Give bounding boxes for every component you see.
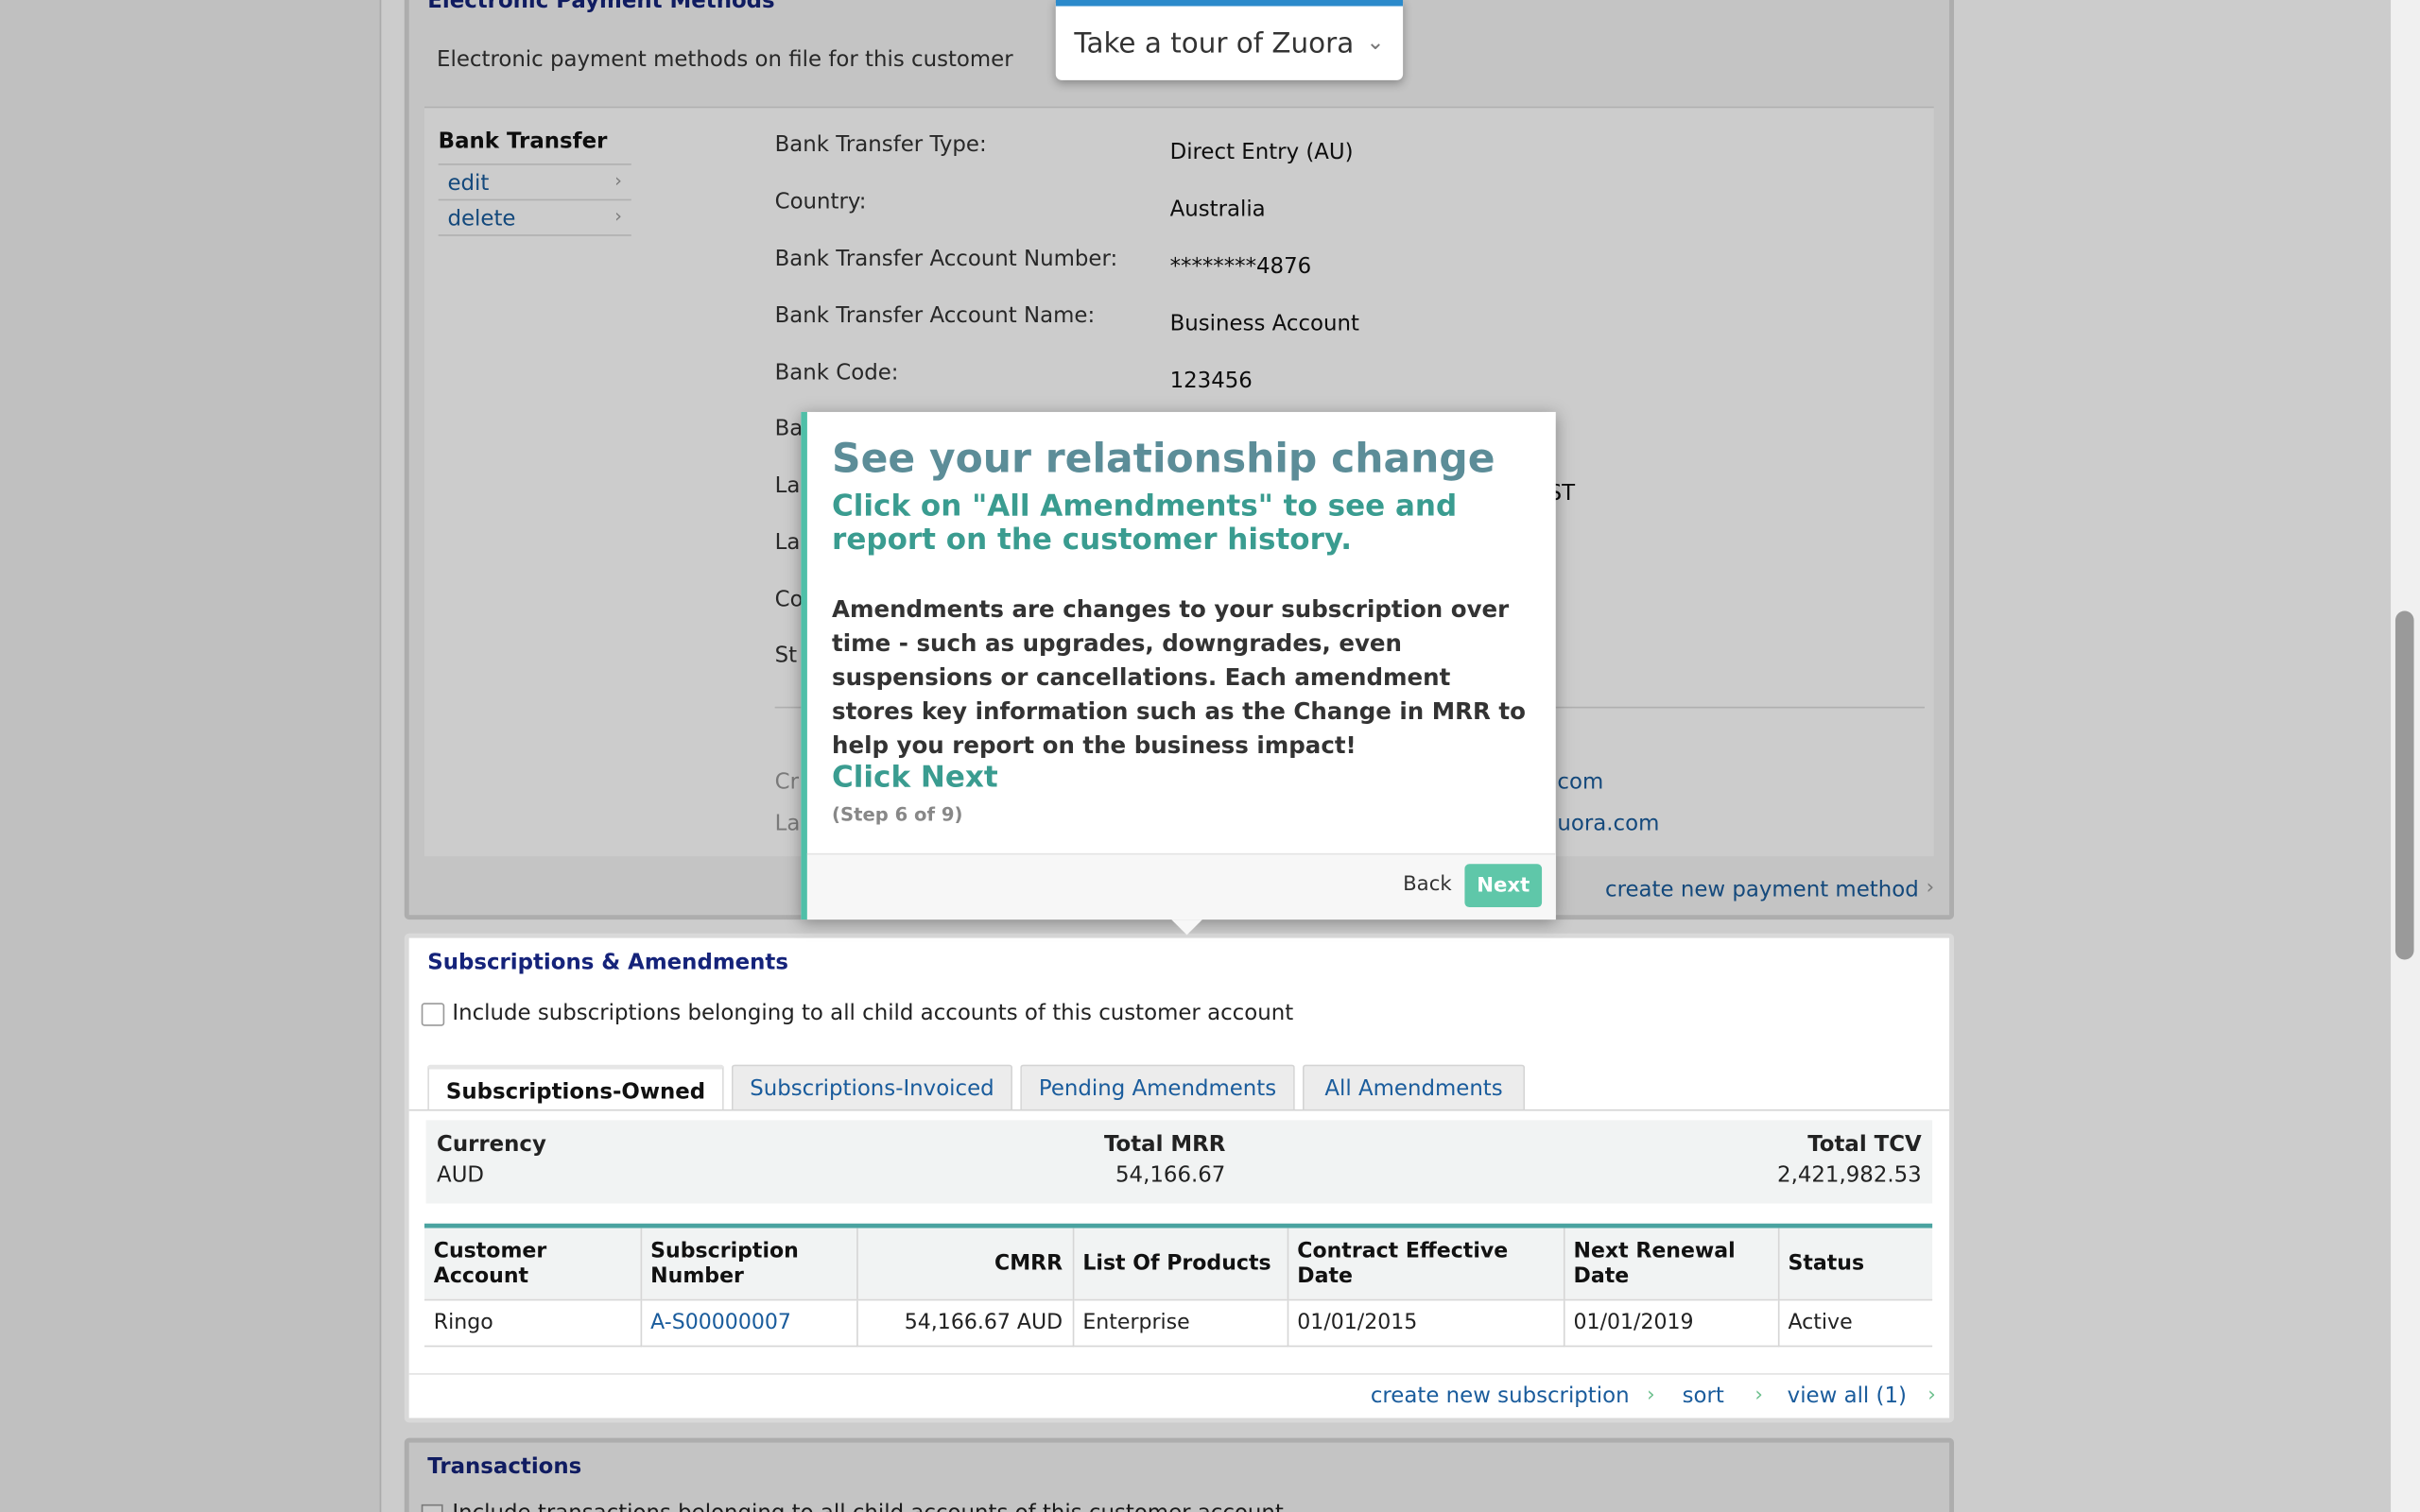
chevron-right-icon: › [1647,1383,1655,1408]
field-label-partial: St [774,643,798,668]
subscriptions-table: Customer Account Subscription Number CMR… [424,1228,1933,1347]
action-list: edit › delete › [438,163,631,236]
footer-divider [408,1373,1950,1375]
tour-body: Amendments are changes to your subscript… [832,595,1526,760]
tab-all-amendments[interactable]: All Amendments [1302,1064,1526,1111]
tab-subscriptions-owned[interactable]: Subscriptions-Owned [427,1064,724,1111]
tour-widget[interactable]: Take a tour of Zuora ⌄ [1055,0,1404,80]
field-label-partial: Ba [774,416,804,441]
tab-pending-amendments[interactable]: Pending Amendments [1020,1064,1295,1111]
create-payment-method-link[interactable]: create new payment method [1605,878,1919,903]
tab-divider [408,1108,1950,1111]
tour-popover: See your relationship change Click on "A… [801,411,1556,936]
tour-cta: Click Next [832,760,998,795]
chevron-right-icon: › [1927,1383,1936,1408]
column-header[interactable]: CMRR [856,1228,1074,1299]
subscription-number-link[interactable]: A-S00000007 [640,1297,857,1347]
column-header[interactable]: Customer Account [424,1228,642,1299]
field-value: ********4876 [1169,254,1312,280]
tour-footer: Back Next [806,852,1556,920]
field-value: 123456 [1169,369,1253,394]
next-button[interactable]: Next [1464,864,1543,908]
table-header-row: Customer Account Subscription Number CMR… [424,1228,1933,1299]
payment-methods-title: Electronic Payment Methods [427,0,775,14]
edit-action[interactable]: edit › [438,165,631,201]
payment-methods-description: Electronic payment methods on file for t… [437,47,1013,73]
field-label: Bank Transfer Account Name: [774,303,1096,329]
column-header[interactable]: Next Renewal Date [1563,1228,1779,1299]
customer-account-cell: Ringo [424,1297,642,1347]
transactions-title: Transactions [427,1454,582,1480]
field-label-partial: La [774,530,801,556]
tour-subtitle: Click on "All Amendments" to see and rep… [832,489,1458,558]
cmrr-cell: 54,166.67 AUD [856,1297,1074,1347]
field-label-partial: La [774,811,801,836]
currency-value: AUD [437,1163,485,1189]
column-header[interactable]: Subscription Number [640,1228,857,1299]
field-value: Direct Entry (AU) [1169,140,1354,165]
table-accent [424,1223,1933,1228]
total-tcv-value: 2,421,982.53 [1777,1163,1922,1189]
back-button[interactable]: Back [1403,873,1452,897]
edit-link[interactable]: edit [447,171,490,197]
products-cell: Enterprise [1072,1297,1288,1347]
table-row: Ringo A-S00000007 54,166.67 AUD Enterpri… [424,1297,1933,1347]
field-label-partial: Cr [774,769,799,795]
delete-action[interactable]: delete › [438,200,631,236]
left-navigation-rail [0,0,382,1512]
delete-link[interactable]: delete [447,206,516,232]
include-transactions-checkbox[interactable] [421,1503,443,1512]
column-header[interactable]: List Of Products [1072,1228,1288,1299]
email-link-partial[interactable]: com [1557,769,1604,795]
field-label: Bank Transfer Type: [774,132,987,158]
summary-bar: Currency AUD Total MRR 54,166.67 Total T… [425,1120,1933,1204]
effective-date-cell: 01/01/2015 [1287,1297,1564,1347]
scrollbar-thumb[interactable] [2394,610,2414,960]
popover-arrow [1171,919,1202,936]
subscriptions-panel: Subscriptions & Amendments Include subsc… [404,933,1954,1423]
include-transactions-label: Include transactions belonging to all ch… [452,1502,1283,1512]
total-mrr-value: 54,166.67 [1115,1163,1226,1189]
tab-subscriptions-invoiced[interactable]: Subscriptions-Invoiced [731,1064,1013,1111]
include-children-label: Include subscriptions belonging to all c… [452,1001,1294,1026]
field-label-partial: Co [774,588,804,613]
chevron-right-icon: › [1754,1383,1763,1408]
field-label: Bank Code: [774,361,899,387]
include-children-checkbox[interactable] [421,1003,445,1026]
tour-step-indicator: (Step 6 of 9) [832,803,963,826]
sort-link[interactable]: sort [1682,1383,1724,1409]
field-label: Country: [774,189,867,215]
field-label-partial: La [774,473,801,499]
tour-title: See your relationship change [832,437,1495,484]
chevron-right-icon: › [614,169,622,192]
method-name: Bank Transfer [438,129,608,155]
total-mrr-label: Total MRR [1103,1132,1226,1158]
tour-widget-label: Take a tour of Zuora [1074,27,1355,60]
column-header[interactable]: Contract Effective Date [1287,1228,1564,1299]
field-value: Australia [1169,197,1266,223]
subscriptions-title: Subscriptions & Amendments [427,950,788,975]
currency-label: Currency [437,1132,546,1158]
total-tcv-label: Total TCV [1807,1132,1922,1158]
chevron-down-icon[interactable]: ⌄ [1366,30,1385,56]
column-header[interactable]: Status [1777,1228,1933,1299]
transactions-panel: Transactions Include transactions belong… [404,1437,1954,1512]
field-value: Business Account [1169,311,1359,336]
right-margin [1957,0,2420,1512]
chevron-right-icon: › [1926,876,1935,900]
chevron-right-icon: › [614,205,622,228]
create-subscription-link[interactable]: create new subscription [1370,1383,1630,1409]
field-label: Bank Transfer Account Number: [774,247,1118,272]
view-all-link[interactable]: view all (1) [1787,1383,1907,1409]
email-link-partial[interactable]: uora.com [1557,811,1660,836]
renewal-date-cell: 01/01/2019 [1563,1297,1779,1347]
status-cell: Active [1777,1297,1933,1347]
